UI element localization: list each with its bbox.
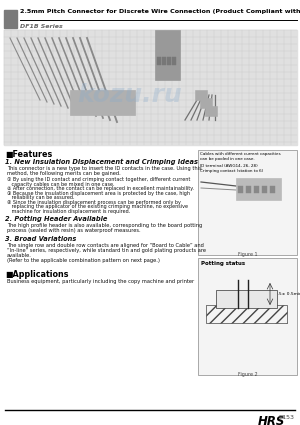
Bar (167, 57, 171, 65)
Bar (254, 186, 259, 193)
Bar (155, 30, 180, 80)
Text: 10.5± 0.5min.: 10.5± 0.5min. (272, 292, 300, 296)
Bar (238, 186, 243, 193)
Text: reliability can be assured.: reliability can be assured. (7, 195, 74, 200)
Bar (4, 10, 17, 28)
Bar (246, 186, 251, 193)
Bar (216, 290, 277, 308)
Text: Business equipment, particularly including the copy machine and printer: Business equipment, particularly includi… (7, 279, 194, 284)
Bar (70, 90, 135, 115)
Text: “In-line” series, respectively, while standard tin and gold plating products are: “In-line” series, respectively, while st… (7, 248, 206, 253)
Bar (270, 186, 275, 193)
Bar (198, 150, 297, 255)
Bar (157, 57, 161, 65)
Text: kozu.ru: kozu.ru (78, 83, 182, 107)
Text: B153: B153 (278, 415, 294, 420)
Text: The high profile header is also available, corresponding to the board potting: The high profile header is also availabl… (7, 223, 202, 228)
Bar (236, 178, 281, 200)
Text: Crimping contact (station to 6): Crimping contact (station to 6) (200, 169, 263, 173)
Text: capacity cables can be mixed in one case.: capacity cables can be mixed in one case… (7, 181, 115, 187)
Text: ID terminal (AWG14, 26, 28): ID terminal (AWG14, 26, 28) (200, 164, 258, 168)
Text: process (sealed with resin) as waterproof measures.: process (sealed with resin) as waterproo… (7, 228, 141, 233)
Bar (206, 305, 287, 323)
Text: ② After connection, the contact can be replaced in excellent maintainability.: ② After connection, the contact can be r… (7, 186, 194, 191)
Text: Figure 1: Figure 1 (238, 252, 257, 257)
Bar (262, 186, 267, 193)
Bar (4, 30, 297, 145)
Bar (162, 57, 166, 65)
Text: The single row and double row contacts are aligned for “Board to Cable” and: The single row and double row contacts a… (7, 243, 204, 248)
Text: This connector is a new type to insert the ID contacts in the case. Using this: This connector is a new type to insert t… (7, 166, 202, 171)
Text: ④ Since the insulation displacement process can be performed only by: ④ Since the insulation displacement proc… (7, 199, 181, 204)
Text: ■Features: ■Features (5, 150, 52, 159)
Text: 2. Potting Header Available: 2. Potting Header Available (5, 216, 107, 222)
Text: (Refer to the applicable combination pattern on next page.): (Refer to the applicable combination pat… (7, 258, 160, 263)
Text: replacing the applicator of the existing crimping machine, no expensive: replacing the applicator of the existing… (7, 204, 188, 209)
Bar (172, 57, 176, 65)
Text: Cables with different current capacities: Cables with different current capacities (200, 152, 280, 156)
Text: can be pooled in one case.: can be pooled in one case. (200, 157, 255, 161)
Text: ③ Because the insulation displacement area is protected by the case, high: ③ Because the insulation displacement ar… (7, 190, 190, 196)
Bar (198, 258, 297, 375)
Text: Figure 2: Figure 2 (238, 372, 257, 377)
Text: machine for insulation displacement is required.: machine for insulation displacement is r… (7, 209, 130, 213)
Bar (200, 98, 212, 108)
Text: Potting status: Potting status (201, 261, 245, 266)
Text: 3. Broad Variations: 3. Broad Variations (5, 236, 76, 242)
Bar (205, 106, 217, 116)
Text: HRS: HRS (258, 415, 285, 425)
Text: available.: available. (7, 253, 32, 258)
Text: 1. New Insulation Displacement and Crimping Ideas: 1. New Insulation Displacement and Crimp… (5, 159, 198, 165)
Text: 2.5mm Pitch Connector for Discrete Wire Connection (Product Compliant with UL/CS: 2.5mm Pitch Connector for Discrete Wire … (20, 9, 300, 14)
Text: ■Applications: ■Applications (5, 270, 68, 279)
Text: ① By using the ID contact and crimping contact together, different current: ① By using the ID contact and crimping c… (7, 177, 190, 182)
Text: method, the following merits can be gained.: method, the following merits can be gain… (7, 171, 121, 176)
Bar (195, 90, 207, 100)
Text: DF1B Series: DF1B Series (20, 24, 63, 29)
